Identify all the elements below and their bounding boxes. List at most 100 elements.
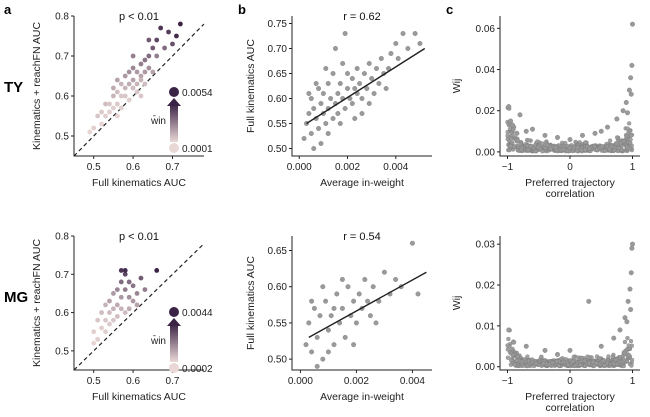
- data-point: [601, 358, 607, 363]
- data-point: [530, 357, 535, 362]
- data-point: [110, 105, 116, 111]
- data-point: [91, 329, 97, 335]
- data-point: [316, 126, 322, 131]
- data-point: [622, 350, 627, 355]
- colorbar-max-dot: [169, 307, 179, 317]
- data-point: [506, 336, 511, 342]
- data-point: [308, 131, 314, 136]
- data-point: [330, 71, 336, 76]
- data-point: [415, 291, 421, 297]
- x-tick-label: 1: [630, 376, 636, 387]
- data-point: [311, 106, 317, 111]
- panel-letter-b: b: [238, 2, 246, 17]
- data-point: [328, 313, 334, 319]
- data-point: [134, 81, 140, 87]
- data-point: [367, 313, 373, 319]
- data-point: [587, 146, 592, 151]
- data-point: [628, 140, 633, 145]
- data-point: [627, 146, 633, 151]
- data-point: [162, 45, 168, 51]
- data-point: [122, 85, 128, 91]
- data-point: [339, 305, 345, 311]
- data-point: [583, 140, 588, 145]
- data-point: [364, 86, 370, 91]
- data-point: [114, 89, 120, 95]
- data-point: [122, 287, 128, 292]
- data-point: [586, 298, 592, 304]
- data-point: [339, 277, 345, 282]
- x-tick-label: 0.6: [126, 376, 140, 387]
- data-point: [365, 298, 371, 304]
- y-tick-label: 0.7: [55, 270, 69, 281]
- y-tick-label: 0.00: [476, 362, 496, 373]
- x-axis-label: Full kinematics AUC: [92, 391, 186, 403]
- data-point: [313, 81, 319, 86]
- x-tick-label: 0.6: [126, 162, 140, 173]
- colorbar-max-label: 0.0044: [182, 308, 213, 319]
- data-point: [114, 302, 120, 308]
- y-tick-label: 0.02: [476, 281, 496, 292]
- regression-line: [308, 271, 427, 339]
- data-point: [361, 71, 367, 76]
- data-point: [134, 69, 140, 75]
- data-point: [618, 141, 623, 146]
- data-point: [570, 359, 575, 364]
- data-point: [587, 355, 593, 360]
- data-point: [356, 291, 362, 297]
- data-point: [95, 336, 101, 342]
- data-point: [525, 363, 530, 369]
- data-point: [405, 46, 411, 51]
- data-point: [614, 116, 620, 122]
- data-point: [342, 106, 348, 111]
- data-point: [95, 317, 101, 323]
- data-point: [417, 41, 423, 46]
- data-point: [107, 101, 112, 107]
- identity-line: [73, 243, 205, 371]
- y-tick-label: 0.65: [268, 69, 288, 80]
- y-tick-label: 0.55: [268, 119, 288, 130]
- data-point: [567, 137, 573, 142]
- data-point: [517, 112, 523, 118]
- data-point: [522, 357, 528, 362]
- data-point: [87, 129, 93, 135]
- y-tick-label: 0.7: [55, 52, 69, 63]
- data-point: [554, 359, 559, 364]
- y-tick-label: 0.50: [268, 144, 288, 155]
- data-point: [373, 320, 379, 326]
- data-point: [617, 355, 623, 360]
- data-point: [99, 310, 104, 315]
- y-tick-label: 0.50: [268, 355, 288, 366]
- data-point: [351, 342, 357, 348]
- data-point: [626, 87, 632, 93]
- data-point: [611, 361, 617, 367]
- data-point: [122, 93, 128, 99]
- data-point: [342, 334, 348, 340]
- y-tick-label: 0.5: [55, 132, 69, 143]
- data-point: [114, 101, 120, 107]
- data-point: [540, 149, 545, 154]
- chart-c_MG: −1 0 1 0.00 0.01 0.02 0.03 Preferred trajectory…: [451, 236, 640, 414]
- data-point: [325, 349, 331, 355]
- y-tick-label: 0.60: [268, 94, 288, 105]
- data-point: [625, 298, 631, 304]
- colorbar-min-dot: [169, 143, 179, 153]
- x-tick-label: 0: [567, 376, 573, 387]
- data-point: [572, 363, 577, 369]
- data-point: [349, 101, 355, 106]
- data-point: [340, 61, 346, 66]
- data-point: [595, 147, 600, 152]
- data-point: [574, 148, 580, 153]
- data-point: [509, 358, 514, 363]
- data-point: [515, 354, 520, 359]
- data-point: [625, 110, 630, 116]
- data-point: [627, 346, 632, 351]
- data-point: [582, 358, 587, 364]
- data-point: [629, 363, 634, 368]
- data-point: [573, 139, 578, 145]
- data-point: [306, 320, 312, 326]
- data-point: [110, 85, 116, 91]
- stat-annotation: p < 0.01: [119, 231, 159, 243]
- data-point: [519, 359, 525, 364]
- data-point: [328, 96, 334, 101]
- y-axis-label: Kinematics + reachFN AUC: [31, 239, 43, 368]
